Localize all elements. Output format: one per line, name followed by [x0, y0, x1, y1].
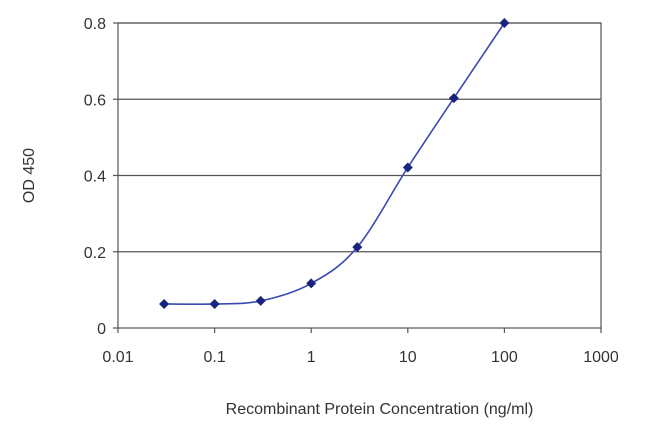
data-points: [159, 18, 510, 309]
data-point: [499, 18, 510, 28]
data-point: [159, 298, 170, 309]
series-line: [164, 22, 506, 306]
x-tick-label: 1000: [583, 349, 619, 366]
gridlines: [118, 22, 601, 253]
y-tick-label: 0.2: [84, 245, 106, 262]
y-axis-ticks: 0 0.2 0.4 0.6 0.8: [84, 16, 118, 338]
x-tick-label: 100: [491, 349, 518, 366]
y-tick-label: 0: [97, 321, 106, 338]
data-point: [352, 242, 363, 253]
y-axis-title: OD 450: [21, 148, 38, 203]
data-point: [448, 93, 459, 104]
x-tick-label: 10: [399, 349, 417, 366]
y-tick-label: 0.6: [84, 92, 106, 109]
x-axis-ticks: 0.01 0.1 1 10 100 1000: [102, 328, 619, 366]
data-point: [306, 278, 317, 289]
y-tick-label: 0.4: [84, 169, 106, 186]
x-tick-label: 1: [307, 349, 316, 366]
x-tick-label: 0.1: [203, 349, 225, 366]
data-point: [209, 298, 220, 309]
y-tick-label: 0.8: [84, 16, 106, 33]
data-point: [255, 295, 266, 306]
data-point: [402, 162, 413, 173]
x-tick-label: 0.01: [102, 349, 133, 366]
x-axis-title: Recombinant Protein Concentration (ng/ml…: [226, 401, 534, 418]
